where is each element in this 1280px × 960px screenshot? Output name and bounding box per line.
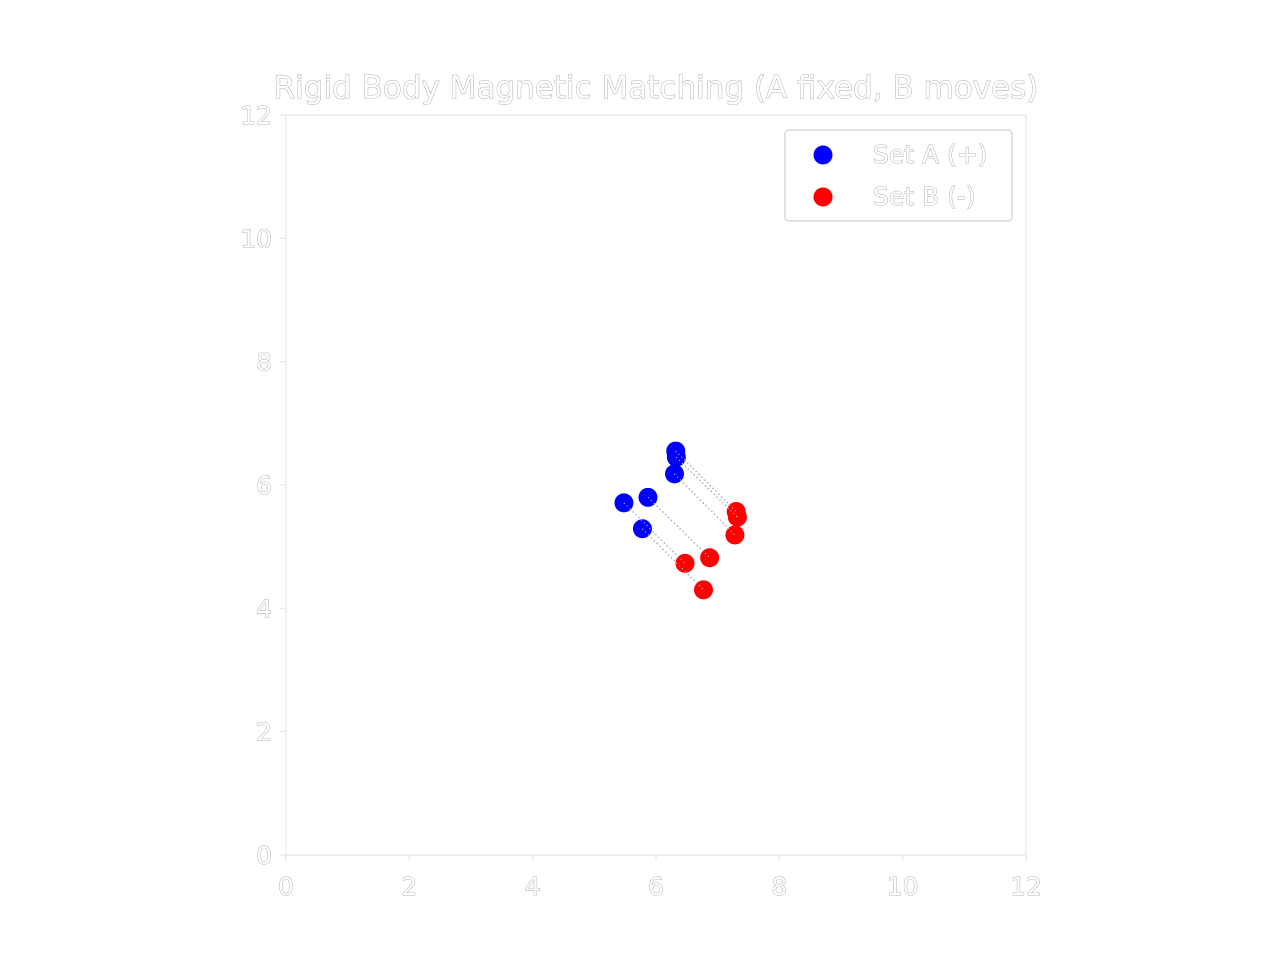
x-tick-label: 8 <box>771 872 787 901</box>
set-a-point <box>614 493 634 513</box>
y-tick-label: 2 <box>256 718 272 747</box>
set-b-point <box>700 548 720 568</box>
y-tick-label: 0 <box>256 841 272 870</box>
legend-marker-set-b <box>813 187 833 207</box>
y-tick-label: 10 <box>240 224 272 253</box>
legend-marker-set-a <box>813 145 833 165</box>
legend: Set A (+) Set B (-) <box>784 129 1013 222</box>
connection-line-overlay <box>675 450 737 512</box>
data-points <box>614 441 747 600</box>
connection-line-overlay <box>676 456 738 518</box>
x-axis: 0 2 4 6 8 10 12 <box>278 855 1042 901</box>
plot-area-frame <box>285 114 1027 856</box>
set-b-point <box>675 553 695 573</box>
set-b-point <box>693 580 713 600</box>
y-tick-label: 12 <box>240 101 272 130</box>
x-tick-label: 12 <box>1010 872 1042 901</box>
y-tick-label: 8 <box>256 348 272 377</box>
legend-frame <box>784 129 1013 222</box>
y-tick-label: 4 <box>256 594 272 623</box>
x-tick-label: 2 <box>401 872 417 901</box>
y-tick-label: 6 <box>256 471 272 500</box>
legend-label-set-a: Set A (+) <box>873 140 988 169</box>
set-b-point <box>725 525 745 545</box>
x-tick-label: 6 <box>648 872 664 901</box>
chart-title: Rigid Body Magnetic Matching (A fixed, B… <box>274 70 1039 106</box>
set-b-point <box>727 507 747 527</box>
x-tick-label: 0 <box>278 872 294 901</box>
x-tick-label: 10 <box>887 872 919 901</box>
legend-label-set-b: Set B (-) <box>873 182 976 211</box>
x-tick-label: 4 <box>525 872 541 901</box>
y-axis: 0 2 4 6 8 10 12 <box>240 101 286 870</box>
